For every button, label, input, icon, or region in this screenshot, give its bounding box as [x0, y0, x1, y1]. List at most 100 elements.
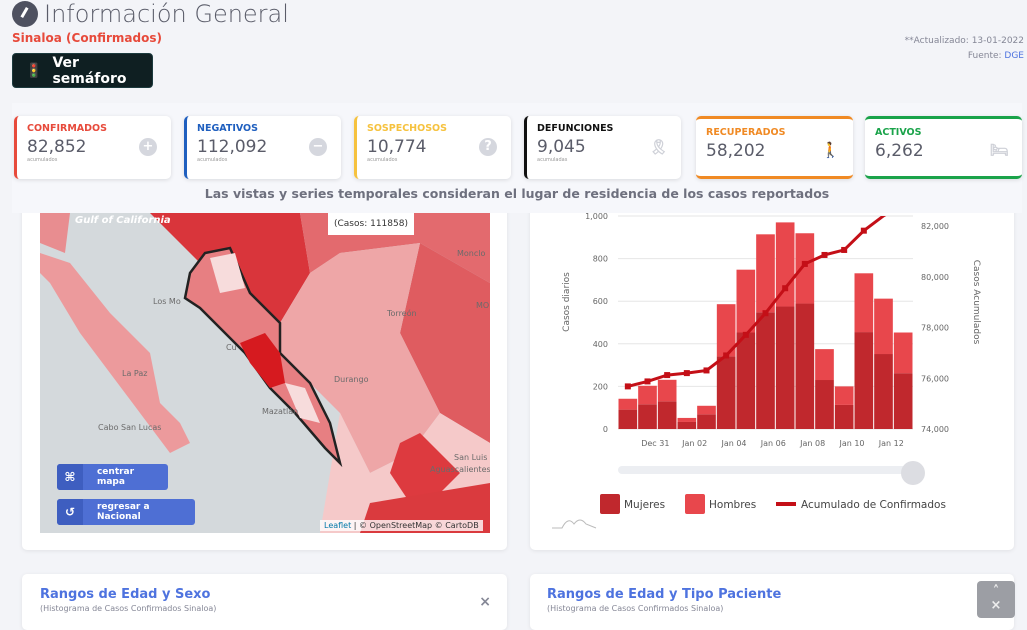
line-point[interactable]	[762, 310, 769, 317]
culiacan-municipality[interactable]	[240, 333, 285, 388]
bar-hombres[interactable]	[716, 304, 736, 357]
x-tick-label: Jan 06	[760, 439, 786, 448]
updated-date: **Actualizado: 13-01-2022	[904, 36, 1024, 46]
navigator-track[interactable]	[618, 466, 918, 474]
scroll-top-close-button[interactable]: ˄ ×	[977, 581, 1015, 618]
ver-semaforo-button[interactable]: 🚦 Ver semáforo	[12, 53, 153, 88]
map-label: Durango	[334, 375, 369, 384]
question-circle-icon: ?	[479, 138, 497, 156]
x-tick-label: Jan 02	[681, 439, 707, 448]
bar-mujeres[interactable]	[815, 380, 834, 429]
x-tick-label: Dec 31	[641, 439, 669, 448]
x-tick-label: Jan 04	[720, 439, 746, 448]
legend-line-swatch	[776, 502, 796, 506]
line-point[interactable]	[644, 378, 651, 385]
line-point[interactable]	[624, 383, 631, 390]
bar-hombres[interactable]	[736, 269, 756, 333]
card-subtitle: (Histograma de Casos Confirmados Sinaloa…	[40, 604, 217, 613]
line-point[interactable]	[801, 260, 808, 267]
line-point[interactable]	[723, 352, 730, 359]
page-title-text: Información General	[44, 0, 289, 28]
bar-hombres[interactable]	[657, 379, 677, 402]
dashboard-gauge-icon	[12, 1, 38, 27]
map-label: San Luis	[454, 453, 488, 462]
source-link[interactable]: DGE	[1004, 51, 1024, 61]
bar-mujeres[interactable]	[893, 373, 913, 429]
kpi-label: RECUPERADOS	[706, 127, 786, 138]
walking-icon: 🚶	[821, 141, 840, 159]
y-tick-label: 1,000	[585, 212, 608, 221]
bar-hombres[interactable]	[697, 405, 716, 415]
map-label: Mazatlán	[262, 407, 299, 416]
y2-axis-label: Casos Acumulados	[971, 260, 981, 345]
kpi-label: ACTIVOS	[875, 127, 922, 138]
bar-mujeres[interactable]	[638, 404, 657, 429]
y-tick-label: 400	[593, 340, 608, 349]
map-label: MO	[476, 301, 490, 310]
close-icon[interactable]: ×	[479, 594, 491, 610]
legend-swatch	[600, 494, 620, 514]
legend-item[interactable]: Acumulado de Confirmados	[801, 499, 946, 511]
centrar-mapa-button[interactable]: ⌘ centrar mapa	[57, 464, 168, 490]
bar-mujeres[interactable]	[795, 303, 815, 429]
bar-mujeres[interactable]	[716, 356, 736, 429]
y2-tick-label: 76,000	[921, 374, 949, 383]
y2-tick-label: 74,000	[921, 425, 949, 434]
bar-mujeres[interactable]	[736, 332, 756, 429]
kpi-sub: acumulados	[197, 157, 228, 163]
bar-mujeres[interactable]	[874, 354, 893, 429]
bar-mujeres[interactable]	[657, 401, 677, 429]
bar-hombres[interactable]	[756, 234, 775, 313]
plus-circle-icon: +	[139, 138, 157, 156]
bar-mujeres[interactable]	[618, 409, 638, 429]
bar-mujeres[interactable]	[756, 312, 775, 429]
bar-mujeres[interactable]	[775, 306, 795, 429]
kpi-label: CONFIRMADOS	[27, 123, 107, 134]
regresar-nacional-button[interactable]: ↺ regresar a Nacional	[57, 499, 195, 525]
undo-icon: ↺	[57, 499, 83, 525]
map-label: Torreón	[387, 309, 417, 318]
bar-hombres[interactable]	[638, 385, 657, 405]
chevron-up-icon: ˄	[992, 584, 1000, 599]
source-label: Fuente:	[967, 51, 1005, 61]
bar-mujeres[interactable]	[697, 414, 716, 429]
page-subtitle: Sinaloa (Confirmados)	[12, 31, 162, 45]
bar-hombres[interactable]	[874, 298, 893, 355]
bar-hombres[interactable]	[893, 332, 913, 374]
durango[interactable]	[280, 243, 440, 473]
line-point[interactable]	[782, 285, 789, 292]
line-point[interactable]	[683, 370, 690, 377]
leaflet-link[interactable]: Leaflet	[324, 521, 352, 530]
minus-circle-icon: −	[309, 138, 327, 156]
map-shapes	[40, 213, 490, 533]
kpi-value: 82,852	[27, 137, 87, 157]
line-point[interactable]	[703, 367, 710, 374]
bar-mujeres[interactable]	[677, 421, 697, 429]
bar-hombres[interactable]	[815, 349, 834, 381]
y2-tick-label: 82,000	[921, 222, 949, 231]
line-point[interactable]	[821, 251, 828, 258]
legend-item[interactable]: Hombres	[709, 499, 756, 511]
line-point[interactable]	[664, 372, 671, 379]
bar-hombres[interactable]	[618, 398, 638, 410]
legend-item[interactable]: Mujeres	[624, 499, 665, 511]
bar-hombres[interactable]	[677, 417, 697, 422]
attribution-text: | © OpenStreetMap © CartoDB	[351, 521, 479, 530]
sticky-kpi-band	[12, 103, 1022, 213]
bar-hombres[interactable]	[854, 273, 874, 333]
bar-hombres[interactable]	[795, 233, 815, 304]
bar-hombres[interactable]	[834, 386, 854, 405]
kpi-value: 9,045	[537, 137, 586, 157]
ribbon-icon: 🎗	[649, 138, 669, 156]
map-label: Cabo San Lucas	[98, 423, 162, 432]
line-point[interactable]	[860, 227, 867, 234]
navigator-handle[interactable]	[901, 461, 925, 485]
bar-mujeres[interactable]	[834, 404, 854, 429]
line-point[interactable]	[742, 331, 749, 338]
kpi-sub: acumulados	[367, 157, 398, 163]
bar-mujeres[interactable]	[854, 332, 874, 429]
choropleth-map[interactable]: Gulf of California Los Mo Torreón Monclo…	[40, 213, 490, 533]
line-point[interactable]	[841, 246, 848, 253]
baja-california-sur[interactable]	[40, 253, 190, 453]
bar-hombres[interactable]	[775, 222, 795, 307]
